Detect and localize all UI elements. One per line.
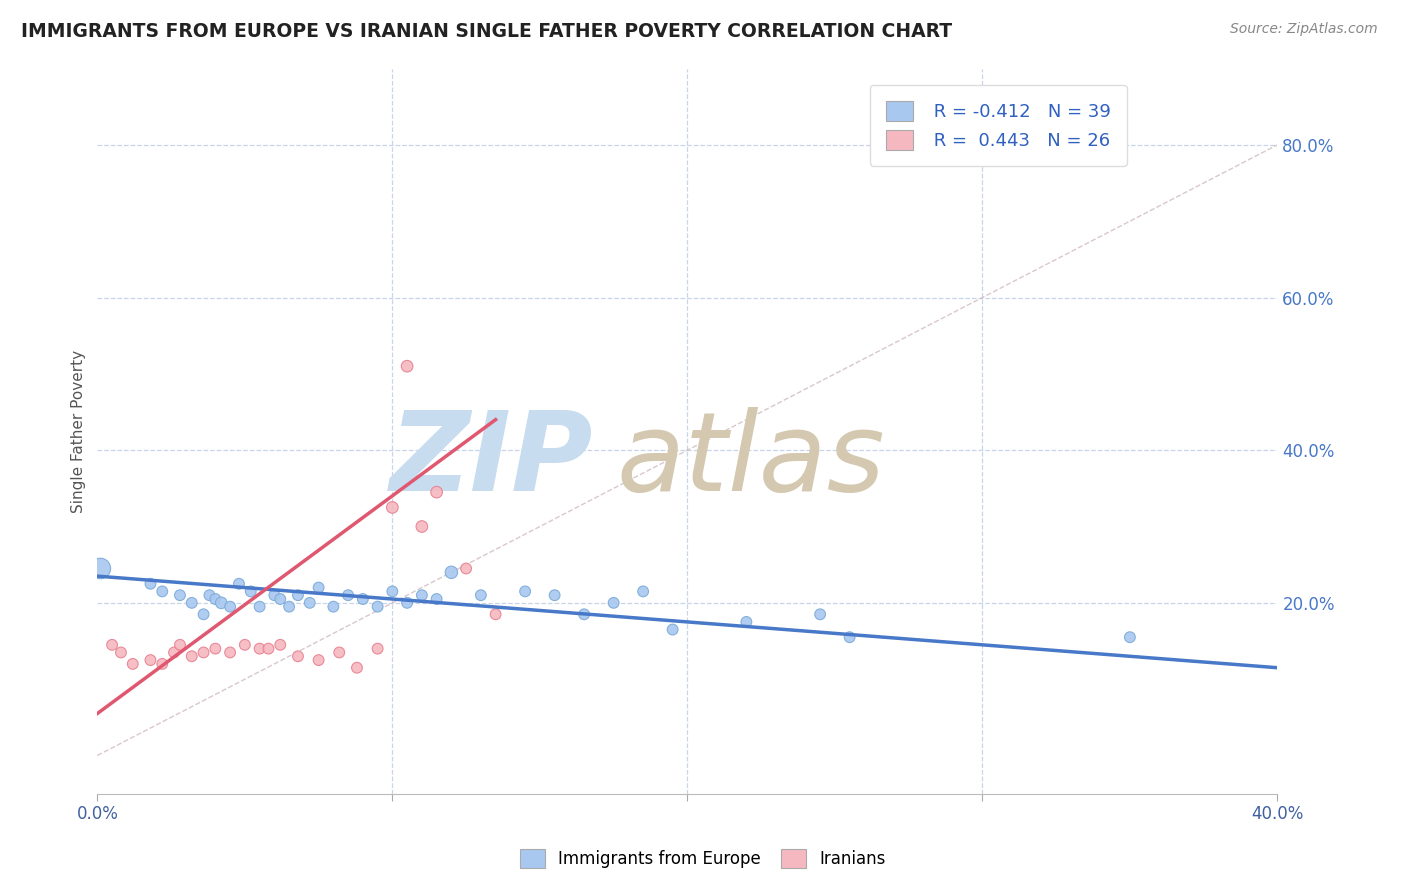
Point [193, 607, 215, 622]
Point [328, 645, 350, 659]
Point [1119, 630, 1142, 644]
Point [602, 596, 624, 610]
Point [204, 641, 226, 656]
Point [239, 584, 262, 599]
Point [456, 561, 478, 575]
Point [287, 649, 309, 664]
Point [308, 653, 330, 667]
Point [308, 581, 330, 595]
Point [169, 588, 191, 602]
Point [139, 576, 162, 591]
Point [367, 599, 389, 614]
Point [470, 588, 492, 602]
Point [139, 653, 162, 667]
Point [367, 641, 389, 656]
Point [263, 588, 285, 602]
Point [257, 641, 280, 656]
Point [426, 485, 449, 500]
Point [572, 607, 595, 622]
Y-axis label: Single Father Poverty: Single Father Poverty [72, 350, 86, 513]
Point [411, 588, 433, 602]
Point [543, 588, 565, 602]
Legend:  R = -0.412   N = 39,  R =  0.443   N = 26: R = -0.412 N = 39, R = 0.443 N = 26 [870, 85, 1126, 166]
Point [150, 584, 173, 599]
Point [228, 576, 250, 591]
Point [287, 588, 309, 602]
Point [661, 623, 683, 637]
Point [352, 592, 374, 607]
Point [89, 561, 111, 575]
Point [180, 596, 202, 610]
Point [322, 599, 344, 614]
Text: IMMIGRANTS FROM EUROPE VS IRANIAN SINGLE FATHER POVERTY CORRELATION CHART: IMMIGRANTS FROM EUROPE VS IRANIAN SINGLE… [21, 22, 952, 41]
Point [249, 599, 271, 614]
Point [169, 638, 191, 652]
Point [180, 649, 202, 664]
Point [150, 657, 173, 671]
Point [808, 607, 831, 622]
Point [735, 615, 758, 629]
Point [249, 641, 271, 656]
Text: ZIP: ZIP [389, 407, 593, 514]
Point [204, 592, 226, 607]
Point [298, 596, 321, 610]
Point [219, 645, 242, 659]
Point [110, 645, 132, 659]
Legend: Immigrants from Europe, Iranians: Immigrants from Europe, Iranians [513, 843, 893, 875]
Point [278, 599, 301, 614]
Point [337, 588, 360, 602]
Point [631, 584, 654, 599]
Point [198, 588, 221, 602]
Point [163, 645, 186, 659]
Text: atlas: atlas [617, 407, 886, 514]
Point [485, 607, 508, 622]
Point [233, 638, 256, 652]
Point [269, 592, 291, 607]
Point [381, 584, 404, 599]
Point [513, 584, 536, 599]
Point [101, 638, 124, 652]
Point [121, 657, 143, 671]
Text: Source: ZipAtlas.com: Source: ZipAtlas.com [1230, 22, 1378, 37]
Point [209, 596, 232, 610]
Point [193, 645, 215, 659]
Point [411, 519, 433, 533]
Point [381, 500, 404, 515]
Point [396, 359, 419, 374]
Point [219, 599, 242, 614]
Point [396, 596, 419, 610]
Point [269, 638, 291, 652]
Point [346, 661, 368, 675]
Point [440, 566, 463, 580]
Point [838, 630, 860, 644]
Point [426, 592, 449, 607]
